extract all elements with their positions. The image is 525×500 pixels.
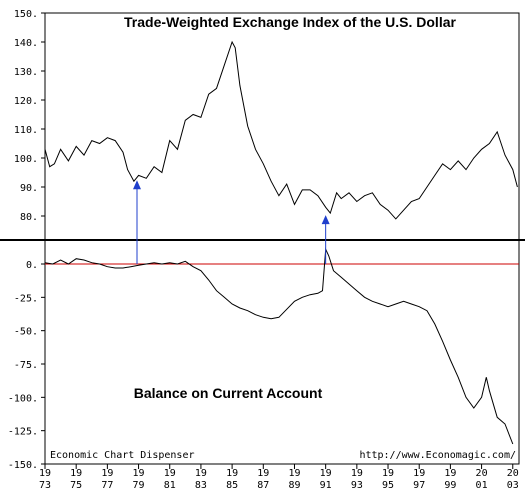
bottom-y-tick-label: -125.	[8, 427, 38, 438]
x-tick-label-century: 20	[507, 468, 519, 479]
x-tick-label-year: 85	[226, 480, 238, 491]
source-note-left: Economic Chart Dispenser	[50, 450, 195, 461]
bottom-y-tick-label: -50.	[14, 327, 38, 338]
x-tick-label-year: 93	[351, 480, 363, 491]
top-y-tick-label: 100.	[14, 154, 38, 165]
arrow-head	[132, 180, 141, 190]
x-tick-label-year: 83	[195, 480, 207, 491]
top-y-tick-label: 150.	[14, 9, 38, 20]
top-y-tick-label: 90.	[20, 183, 38, 194]
bottom-y-tick-label: -150.	[8, 460, 38, 471]
x-tick-label-year: 91	[320, 480, 332, 491]
x-tick-label-year: 81	[164, 480, 176, 491]
bottom-y-tick-label: -100.	[8, 393, 38, 404]
x-tick-label-century: 19	[288, 468, 300, 479]
x-tick-label-century: 19	[413, 468, 425, 479]
x-tick-label-year: 97	[413, 480, 425, 491]
x-tick-label-century: 19	[320, 468, 332, 479]
x-tick-label-century: 19	[101, 468, 113, 479]
x-tick-label-year: 03	[507, 480, 519, 491]
arrow-markers	[132, 180, 330, 264]
x-tick-label-year: 99	[444, 480, 456, 491]
top-y-tick-label: 130.	[14, 67, 38, 78]
plot-frame	[44, 12, 520, 465]
bottom-y-tick-label: 0.	[26, 260, 38, 271]
bottom-chart-title: Balance on Current Account	[134, 385, 323, 401]
x-tick-label-century: 19	[133, 468, 145, 479]
x-tick-label-year: 73	[39, 480, 51, 491]
current-account-line	[44, 247, 514, 445]
arrow-head	[321, 215, 330, 225]
x-tick-label-century: 19	[70, 468, 82, 479]
x-tick-label-century: 20	[476, 468, 488, 479]
x-tick-label-century: 19	[444, 468, 456, 479]
x-tick-label-century: 19	[382, 468, 394, 479]
top-y-tick-label: 120.	[14, 96, 38, 107]
top-y-tick-label: 80.	[20, 212, 38, 223]
top-y-tick-label: 140.	[14, 38, 38, 49]
top-chart-title: Trade-Weighted Exchange Index of the U.S…	[124, 14, 456, 30]
x-tick-label-year: 77	[101, 480, 113, 491]
exchange-index-line	[44, 40, 518, 220]
x-axis: 1973197519771979198119831985198719891991…	[39, 464, 519, 491]
x-tick-label-year: 95	[382, 480, 394, 491]
x-tick-label-century: 19	[226, 468, 238, 479]
top-y-axis: 150. 140. 130. 120. 110. 100. 90. 80.	[14, 9, 45, 223]
x-tick-label-century: 19	[257, 468, 269, 479]
top-y-tick-label: 110.	[14, 125, 38, 136]
x-tick-label-century: 19	[351, 468, 363, 479]
x-tick-label-century: 19	[39, 468, 51, 479]
source-note-right: http://www.Economagic.com/	[359, 450, 516, 461]
x-tick-label-year: 89	[288, 480, 300, 491]
x-tick-label-year: 79	[133, 480, 145, 491]
x-tick-label-century: 19	[195, 468, 207, 479]
x-tick-label-century: 19	[164, 468, 176, 479]
x-tick-label-year: 75	[70, 480, 82, 491]
bottom-y-tick-label: -25.	[14, 293, 38, 304]
x-tick-label-year: 87	[257, 480, 269, 491]
bottom-y-tick-label: -75.	[14, 360, 38, 371]
bottom-y-axis: 0. -25. -50. -75. -100. -125. -150.	[8, 260, 45, 471]
x-tick-label-year: 01	[476, 480, 488, 491]
